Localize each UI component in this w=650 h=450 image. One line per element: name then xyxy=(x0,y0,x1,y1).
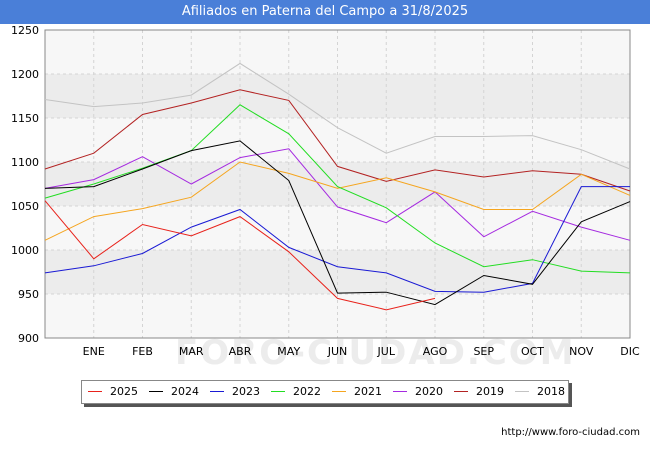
legend-item-2024: 2024 xyxy=(149,381,199,403)
y-tick-label: 900 xyxy=(18,332,39,345)
legend-swatch xyxy=(332,390,346,392)
legend-item-2021: 2021 xyxy=(332,381,382,403)
x-tick-label: AGO xyxy=(423,345,448,358)
x-tick-label: MAY xyxy=(277,345,300,358)
y-tick-label: 1250 xyxy=(11,24,39,37)
x-tick-label: ENE xyxy=(83,345,105,358)
legend-label: 2018 xyxy=(537,385,565,398)
legend-item-2025: 2025 xyxy=(88,381,138,403)
y-tick-label: 1100 xyxy=(11,156,39,169)
x-tick-label: JUL xyxy=(377,345,396,358)
legend-label: 2025 xyxy=(110,385,138,398)
series-line-2019 xyxy=(44,89,631,192)
legend-swatch xyxy=(271,390,285,392)
y-tick-label: 1050 xyxy=(11,200,39,213)
legend-item-2020: 2020 xyxy=(393,381,443,403)
legend-item-2023: 2023 xyxy=(210,381,260,403)
series-line-2023 xyxy=(44,186,630,293)
legend-swatch xyxy=(88,390,102,392)
legend-label: 2019 xyxy=(476,385,504,398)
x-tick-label: FEB xyxy=(132,345,153,358)
series-line-2022 xyxy=(44,104,631,274)
legend-label: 2024 xyxy=(171,385,199,398)
chart-title: Afiliados en Paterna del Campo a 31/8/20… xyxy=(181,4,469,19)
x-tick-label: MAR xyxy=(179,345,204,358)
series-line-2025 xyxy=(44,200,436,311)
legend-label: 2023 xyxy=(232,385,260,398)
title-bar xyxy=(0,0,650,24)
legend-swatch xyxy=(210,390,224,392)
legend-label: 2022 xyxy=(293,385,321,398)
x-tick-label: SEP xyxy=(473,345,494,358)
series-line-2020 xyxy=(44,148,631,241)
series-line-2024 xyxy=(44,140,631,306)
legend-swatch xyxy=(149,390,163,392)
legend-item-2018: 2018 xyxy=(515,381,565,403)
x-tick-label: DIC xyxy=(620,345,640,358)
y-tick-label: 1150 xyxy=(11,112,39,125)
series-line-2021 xyxy=(44,161,631,241)
legend-item-2022: 2022 xyxy=(271,381,321,403)
legend-item-2019: 2019 xyxy=(454,381,504,403)
y-tick-label: 1200 xyxy=(11,68,39,81)
legend-label: 2021 xyxy=(354,385,382,398)
x-tick-label: OCT xyxy=(521,345,544,358)
y-tick-label: 1000 xyxy=(11,244,39,257)
series-line-2018 xyxy=(44,62,631,170)
chart-legend: 2025 2024 2023 2022 2021 2020 2019 2018 xyxy=(81,380,569,404)
legend-label: 2020 xyxy=(415,385,443,398)
plot-frame xyxy=(44,29,631,339)
legend-swatch xyxy=(393,390,407,392)
watermark-text: FORO-CIUDAD.COM xyxy=(175,333,576,373)
legend-swatch xyxy=(515,390,529,392)
footer-url: http://www.foro-ciudad.com xyxy=(501,427,640,438)
y-tick-label: 950 xyxy=(18,288,39,301)
legend-swatch xyxy=(454,390,468,392)
x-tick-label: NOV xyxy=(569,345,594,358)
x-tick-label: ABR xyxy=(229,345,252,358)
x-tick-label: JUN xyxy=(327,345,348,358)
